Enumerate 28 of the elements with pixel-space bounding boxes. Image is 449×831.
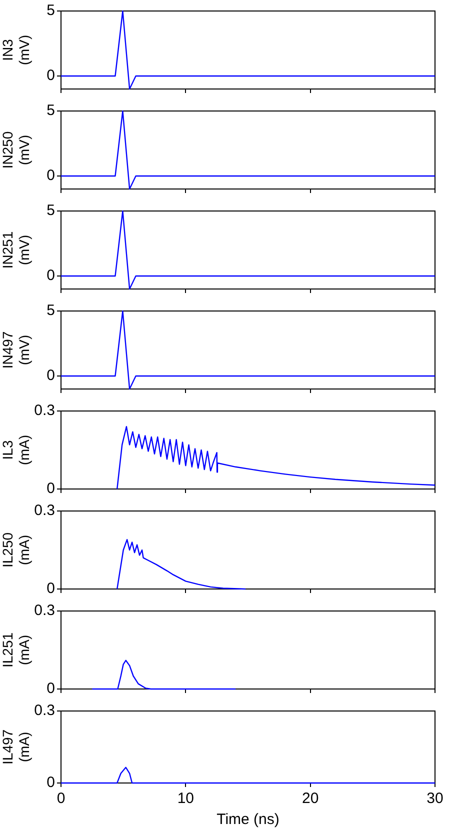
y-axis-title: IN251 (mV) [0, 231, 32, 269]
y-axis-title: IN250 (mV) [0, 131, 32, 169]
y-tick-label: 5 [46, 102, 55, 120]
y-tick-label: 5 [46, 202, 55, 220]
x-tick-label: 20 [302, 790, 319, 808]
y-tick-label: 0 [46, 480, 55, 498]
y-axis-title: IN497 (mV) [0, 331, 32, 369]
y-tick-label: 0.3 [34, 602, 55, 620]
y-axis-title: IL251 (mA) [0, 632, 32, 668]
y-tick-label: 0 [46, 267, 55, 284]
y-axis-title: IL250 (mA) [0, 532, 32, 568]
y-tick-label: 0.3 [34, 702, 55, 720]
y-tick-label: 0 [46, 774, 55, 792]
y-tick-label: 0 [46, 367, 55, 384]
y-tick-label: 5 [46, 2, 55, 20]
y-tick-label: 0 [46, 680, 55, 698]
y-axis-title: IL3 (mA) [0, 434, 32, 466]
y-tick-label: 0 [46, 67, 55, 84]
y-tick-label: 0 [46, 167, 55, 184]
y-tick-label: 0.3 [34, 402, 55, 420]
y-tick-label: 0.3 [34, 502, 55, 520]
x-tick-label: 30 [426, 790, 444, 808]
y-tick-label: 0 [46, 580, 55, 598]
y-axis-title: IN3 (mV) [0, 34, 32, 66]
y-tick-label: 5 [46, 302, 55, 320]
x-tick-label: 10 [177, 790, 194, 808]
x-axis-title: Time (ns) [216, 811, 280, 828]
y-axis-title: IL497 (mA) [0, 729, 32, 765]
